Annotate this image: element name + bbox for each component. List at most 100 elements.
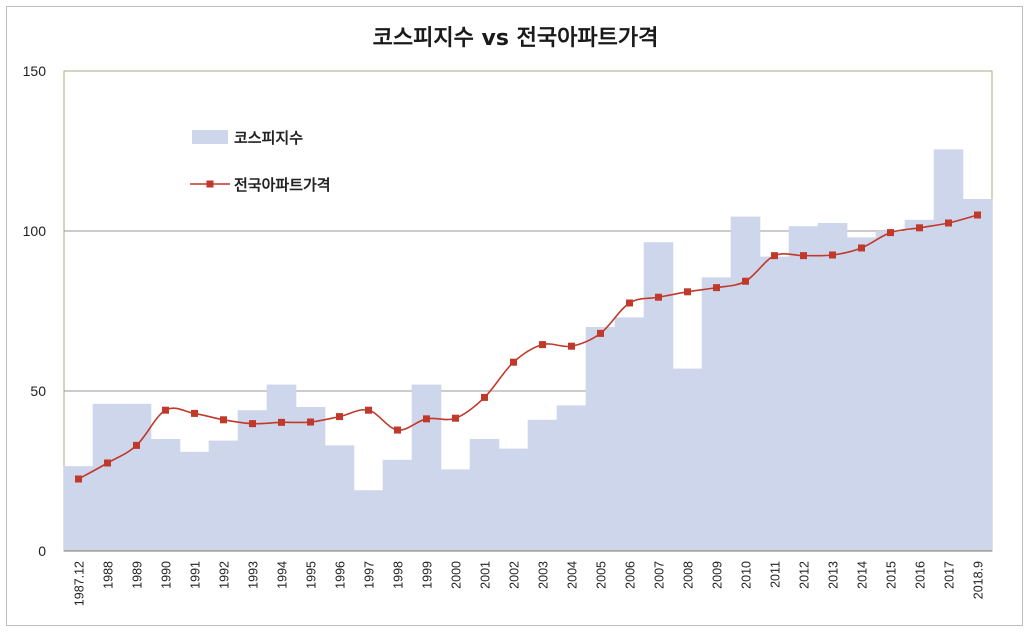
x-tick-label: 1991	[189, 561, 203, 589]
x-tick-label: 2017	[943, 561, 957, 589]
kospi-bar	[730, 216, 761, 551]
legend-marker-apartment	[206, 180, 214, 188]
apartment-price-point	[974, 211, 981, 219]
apartment-price-point	[829, 251, 836, 259]
x-tick-label: 2001	[479, 561, 493, 589]
apartment-price-point	[684, 288, 691, 296]
x-tick-label: 2006	[624, 561, 638, 589]
kospi-bar	[875, 231, 906, 551]
apartment-price-point	[133, 441, 140, 449]
kospi-bar	[556, 405, 587, 551]
x-tick-label: 1995	[305, 561, 319, 589]
apartment-price-point	[249, 420, 256, 428]
kospi-bar	[701, 277, 732, 551]
x-tick-label: 1997	[363, 561, 377, 589]
kospi-bar	[759, 256, 790, 551]
kospi-bar	[179, 451, 210, 551]
kospi-bar	[469, 439, 500, 551]
kospi-bar	[788, 226, 819, 551]
apartment-price-point	[771, 252, 778, 260]
apartment-price-point	[336, 413, 343, 421]
kospi-bar	[933, 149, 964, 551]
kospi-bar	[498, 448, 529, 551]
apartment-price-point	[568, 342, 575, 350]
x-tick-label: 2011	[769, 561, 783, 588]
y-tick-label: 50	[30, 383, 46, 399]
x-tick-label: 2012	[798, 561, 812, 589]
kospi-bar	[411, 384, 442, 551]
apartment-price-point	[365, 406, 372, 414]
legend-swatch-kospi	[192, 130, 228, 144]
kospi-bar	[846, 237, 877, 551]
x-tick-label: 1993	[247, 561, 261, 589]
x-tick-label: 2016	[914, 561, 928, 589]
legend-label-kospi: 코스피지수	[234, 129, 303, 147]
apartment-price-point	[655, 293, 662, 301]
kospi-bar	[527, 419, 558, 551]
x-tick-label: 1998	[392, 561, 406, 589]
apartment-price-point	[887, 229, 894, 237]
kospi-bar	[324, 445, 355, 551]
x-tick-label: 1999	[421, 561, 435, 589]
kospi-bar	[295, 407, 326, 551]
kospi-bar	[962, 199, 993, 551]
kospi-bar	[266, 384, 297, 551]
x-tick-label: 2003	[537, 561, 551, 589]
apartment-price-point	[945, 219, 952, 227]
x-tick-label: 2008	[682, 561, 696, 589]
x-tick-label: 2018.9	[972, 561, 986, 599]
x-tick-label: 2005	[595, 561, 609, 589]
apartment-price-point	[742, 277, 749, 285]
apartment-price-point	[307, 418, 314, 426]
y-tick-label: 150	[23, 63, 47, 79]
x-tick-label: 1996	[334, 561, 348, 589]
apartment-price-point	[452, 414, 459, 422]
kospi-bar	[585, 327, 616, 551]
apartment-price-point	[539, 341, 546, 349]
apartment-price-point	[191, 409, 198, 417]
x-tick-label: 2007	[653, 561, 667, 589]
kospi-bar	[817, 223, 848, 551]
apartment-price-point	[104, 459, 111, 467]
apartment-price-point	[626, 299, 633, 307]
apartment-price-point	[220, 416, 227, 424]
apartment-price-point	[510, 358, 517, 366]
y-tick-label: 0	[38, 543, 46, 559]
apartment-price-point	[916, 224, 923, 232]
x-tick-label: 2009	[711, 561, 725, 589]
apartment-price-point	[278, 418, 285, 426]
apartment-price-point	[423, 415, 430, 423]
x-tick-label: 1992	[218, 561, 232, 589]
x-tick-label: 2015	[885, 561, 899, 589]
y-tick-label: 100	[23, 223, 47, 239]
x-tick-label: 2010	[740, 561, 754, 589]
kospi-bar	[121, 403, 152, 551]
kospi-bar	[614, 317, 645, 551]
x-tick-label: 1994	[276, 561, 290, 589]
apartment-price-point	[394, 426, 401, 434]
apartment-price-point	[800, 252, 807, 260]
chart-title: 코스피지수 vs 전국아파트가격	[372, 26, 659, 51]
x-tick-label: 2000	[450, 561, 464, 589]
x-tick-label: 1987.12	[73, 561, 87, 606]
x-tick-label: 2004	[566, 561, 580, 589]
apartment-price-point	[75, 475, 82, 483]
x-tick-label: 1988	[102, 561, 116, 589]
kospi-bar	[904, 219, 935, 552]
apartment-price-point	[481, 393, 488, 401]
kospi-bar	[382, 459, 413, 551]
x-tick-label: 2002	[508, 561, 522, 589]
kospi-bar	[672, 368, 703, 551]
kospi-bar	[440, 469, 471, 551]
kospi-bar	[353, 490, 384, 551]
apartment-price-point	[858, 244, 865, 252]
apartment-price-point	[597, 329, 604, 337]
kospi-bar	[208, 440, 239, 551]
x-tick-label: 1990	[160, 561, 174, 589]
kospi-bar	[643, 242, 674, 551]
x-tick-label: 2014	[856, 561, 870, 589]
kospi-bar	[150, 439, 181, 551]
x-tick-label: 1989	[131, 561, 145, 589]
legend-label-apartment: 전국아파트가격	[234, 176, 331, 194]
